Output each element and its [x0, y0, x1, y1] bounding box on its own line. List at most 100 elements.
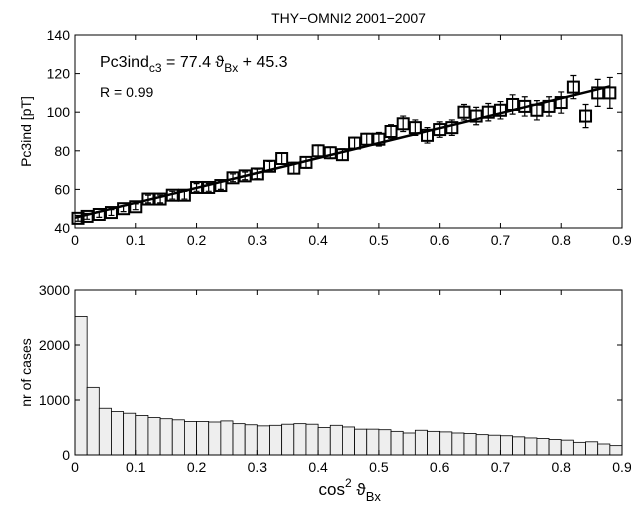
error-bar	[157, 194, 164, 204]
marker	[311, 144, 325, 158]
x-tick-label: 0.6	[430, 459, 450, 475]
marker	[299, 155, 313, 169]
histogram-bar	[86, 386, 100, 456]
label-part: cos	[319, 480, 345, 499]
label-part: Bx	[224, 61, 238, 75]
marker	[129, 200, 143, 214]
marker	[214, 179, 228, 193]
axes-box	[74, 289, 623, 456]
histogram-bar	[354, 428, 368, 456]
bottom-panel: nr of cases cos2 ϑBx 0 0.1 0.2 0.3 0.4 0.5 0.6 0.…	[18, 282, 631, 504]
histogram-bar	[305, 423, 319, 456]
histogram-bar	[572, 441, 586, 456]
marker	[165, 188, 179, 202]
marker	[262, 159, 276, 173]
marker	[141, 192, 155, 206]
marker	[117, 202, 131, 216]
histogram-bar	[560, 439, 574, 456]
x-tick-label: 0.4	[308, 232, 328, 248]
histogram-bar	[378, 429, 392, 456]
histogram-bar	[475, 434, 489, 456]
error-bar	[193, 183, 200, 192]
error-bar	[181, 190, 188, 200]
marker	[579, 109, 593, 123]
histogram-bar	[597, 443, 611, 456]
histogram-bar	[98, 407, 112, 456]
marker	[469, 109, 483, 123]
x-tick-label: 0.2	[187, 459, 207, 475]
marker	[104, 206, 118, 220]
marker	[518, 99, 532, 113]
histogram-bar	[208, 421, 222, 456]
error-bar	[570, 74, 577, 100]
marker	[153, 192, 167, 206]
x-tick-label: 0	[71, 459, 79, 475]
label-part: 2	[345, 476, 352, 490]
histogram-bar	[500, 435, 514, 456]
y-tick-label: 80	[54, 143, 70, 159]
y-axis-label: Pc3ind [pT]	[18, 96, 34, 167]
x-tick-label: 0.3	[248, 232, 268, 248]
error-bar	[606, 76, 613, 109]
marker	[250, 167, 264, 181]
histogram-bar	[609, 445, 623, 456]
marker	[92, 207, 106, 221]
histogram-bar	[159, 418, 173, 456]
marker	[348, 136, 362, 150]
error-bar	[242, 171, 249, 181]
marker	[287, 161, 301, 175]
marker	[591, 86, 605, 100]
histogram-bar	[439, 431, 453, 456]
marker	[408, 121, 422, 135]
marker	[202, 180, 216, 194]
error-bar	[144, 194, 151, 204]
label-part: c3	[149, 61, 162, 75]
y-tick-label: 40	[54, 220, 70, 236]
marker	[226, 171, 240, 185]
histogram-bar	[256, 425, 270, 456]
y-tick-label: 1000	[39, 392, 70, 408]
histogram-bar	[390, 430, 404, 456]
histogram-bar	[171, 419, 185, 456]
histogram-bar	[548, 439, 562, 456]
marker	[445, 121, 459, 135]
y-tick-label: 140	[47, 27, 71, 43]
error-bar	[217, 181, 224, 190]
histogram-bar	[123, 412, 137, 456]
histogram-bar	[147, 417, 161, 456]
marker	[396, 117, 410, 131]
marker	[80, 209, 94, 223]
histogram-bar	[402, 432, 416, 456]
histogram-bar	[585, 441, 599, 456]
histogram-bar	[427, 430, 441, 456]
marker	[566, 80, 580, 94]
histogram-bar	[281, 423, 295, 456]
y-axis-label: nr of cases	[18, 338, 34, 406]
histogram-bar	[366, 428, 380, 456]
y-tick-label: 100	[47, 104, 71, 120]
label-part: + 45.3	[238, 54, 287, 71]
x-tick-label: 0.4	[308, 459, 328, 475]
x-tick-label: 0.9	[612, 459, 631, 475]
histogram-bar	[135, 414, 149, 456]
marker	[384, 125, 398, 138]
marker	[603, 86, 617, 100]
x-tick-label: 0.7	[491, 232, 511, 248]
marker	[335, 148, 349, 162]
error-bar	[169, 190, 176, 200]
error-bar	[75, 214, 82, 222]
error-bar	[132, 203, 139, 211]
marker	[360, 132, 374, 146]
histogram-bar	[317, 427, 331, 456]
histogram-bar	[512, 436, 526, 456]
marker	[372, 132, 386, 146]
marker	[530, 103, 544, 117]
annotation: R = 0.99	[100, 84, 154, 100]
top-panel: THY−OMNI2 2001−2007 Pc3ind [pT] Pc3indc3 =…	[18, 10, 631, 248]
marker	[481, 105, 495, 119]
label-part: ϑ	[352, 480, 367, 499]
histogram-bar	[329, 424, 343, 456]
histogram-bar	[74, 315, 88, 456]
x-tick-label: 0.8	[551, 459, 571, 475]
chart-title: THY−OMNI2 2001−2007	[271, 10, 426, 26]
